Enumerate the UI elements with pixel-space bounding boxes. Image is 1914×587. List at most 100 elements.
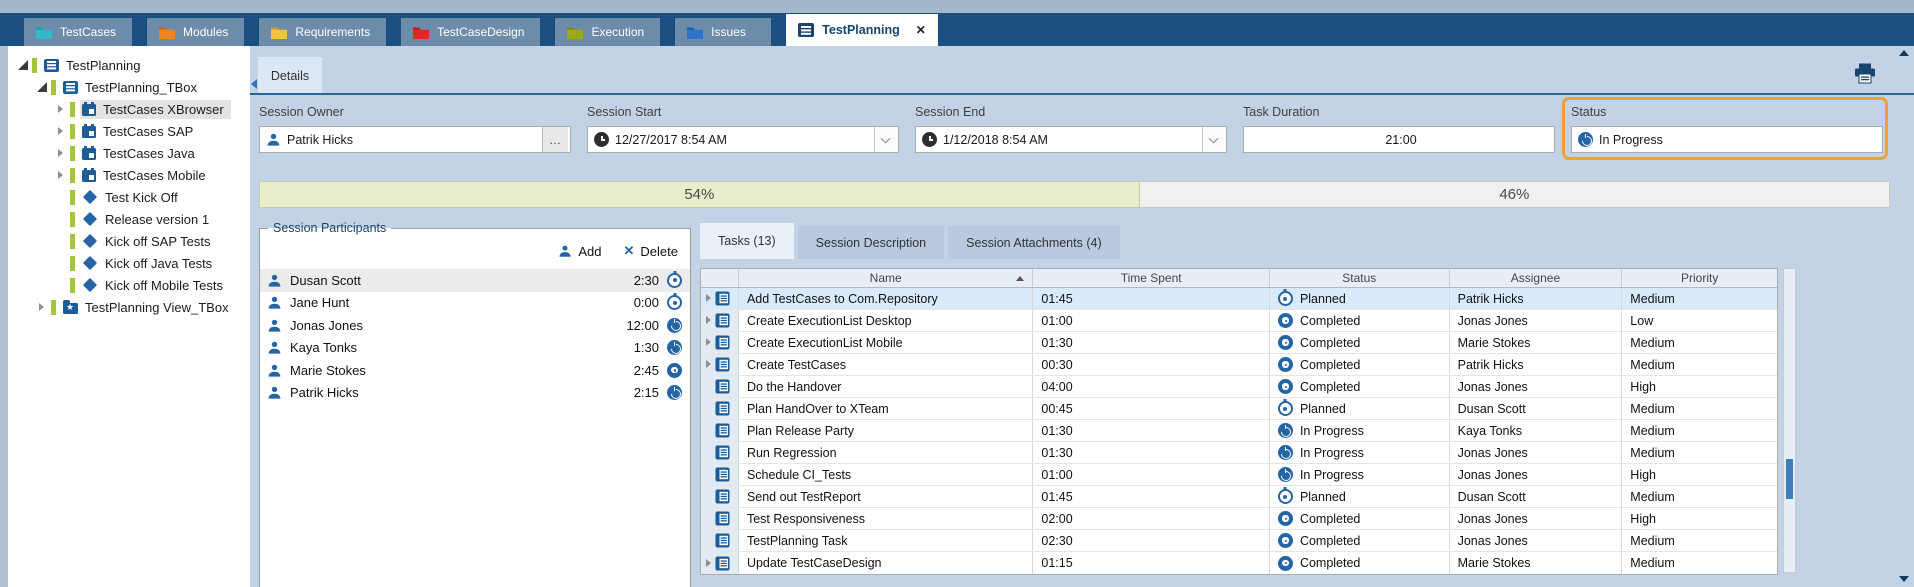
header-assignee[interactable]: Assignee	[1450, 269, 1623, 287]
tree-expand-icon[interactable]	[56, 148, 67, 159]
task-row[interactable]: Send out TestReport 01:45 Planned Dusan …	[701, 486, 1777, 508]
scroll-up-icon[interactable]	[1899, 50, 1909, 56]
row-expand-icon[interactable]	[704, 359, 713, 370]
session-owner-input[interactable]: Patrik Hicks …	[259, 126, 571, 153]
delete-participant-button[interactable]: ✕ Delete	[624, 243, 678, 259]
main-nav-tab[interactable]: Modules	[147, 18, 245, 46]
tree-item[interactable]: Test Kick Off	[56, 186, 250, 208]
task-duration-input[interactable]: 21:00	[1243, 126, 1555, 153]
main-nav-tab[interactable]: Requirements	[259, 18, 387, 46]
main-nav-tab[interactable]: Execution	[555, 18, 661, 46]
row-expand-icon[interactable]	[704, 337, 713, 348]
row-expand-icon[interactable]	[704, 315, 713, 326]
header-name[interactable]: Name	[739, 269, 1034, 287]
task-row[interactable]: Create ExecutionList Mobile 01:30 Comple…	[701, 332, 1777, 354]
status-input[interactable]: In Progress	[1571, 126, 1883, 153]
clock-icon	[594, 132, 609, 147]
task-time-cell: 01:00	[1033, 310, 1270, 331]
tasks-table-body: Add TestCases to Com.Repository 01:45 Pl…	[701, 288, 1778, 574]
add-participant-button[interactable]: Add	[558, 244, 602, 259]
scroll-down-icon[interactable]	[1899, 576, 1909, 582]
tab-details[interactable]: Details	[258, 57, 322, 94]
tree-item[interactable]: TestCases SAP	[56, 120, 250, 142]
row-expand-icon[interactable]	[704, 558, 713, 569]
header-status[interactable]: Status	[1270, 269, 1450, 287]
tree-item[interactable]: TestPlanning View_TBox	[37, 296, 250, 318]
task-icon	[715, 335, 730, 350]
task-row[interactable]: Add TestCases to Com.Repository 01:45 Pl…	[701, 288, 1778, 310]
printer-icon[interactable]	[1854, 63, 1878, 85]
tree-item[interactable]: Kick off Java Tests	[56, 252, 250, 274]
tasks-panel-tab[interactable]: Tasks (13)	[700, 223, 794, 259]
main-nav-tab[interactable]: Issues	[675, 18, 772, 46]
tree-expand-icon[interactable]	[37, 302, 48, 313]
task-priority-cell: Medium	[1630, 489, 1675, 504]
splitter-collapse-button[interactable]	[250, 76, 258, 94]
task-row[interactable]: Schedule CI_Tests 01:00 In Progress Jona…	[701, 464, 1777, 486]
task-name-cell: Send out TestReport	[739, 486, 1034, 507]
tree-expand-icon[interactable]	[56, 126, 67, 137]
tab-testplanning-active[interactable]: TestPlanning ✕	[786, 14, 938, 46]
participant-time: 12:00	[626, 317, 659, 333]
header-priority-label: Priority	[1680, 271, 1719, 285]
task-row[interactable]: Run Regression 01:30 In Progress Jonas J…	[701, 442, 1777, 464]
task-name-cell: Create ExecutionList Mobile	[739, 332, 1034, 353]
task-row[interactable]: Plan HandOver to XTeam 00:45 Planned Dus…	[701, 398, 1777, 420]
row-expand-icon[interactable]	[704, 293, 713, 304]
task-row[interactable]: Create ExecutionList Desktop 01:00 Compl…	[701, 310, 1777, 332]
task-row[interactable]: TestPlanning Task 02:30 Completed Jonas …	[701, 530, 1777, 552]
participant-row[interactable]: Kaya Tonks 1:30	[260, 337, 690, 360]
task-status-label: Completed	[1299, 533, 1361, 548]
tree-expand-icon[interactable]	[56, 104, 67, 115]
session-end-dropdown-icon[interactable]	[1202, 127, 1224, 152]
task-status-label: Completed	[1299, 335, 1361, 350]
main-nav-tab-label: Modules	[183, 25, 229, 39]
tree-item[interactable]: TestCases XBrowser	[56, 98, 250, 120]
tree-expand-icon[interactable]	[18, 59, 29, 71]
main-nav-tab[interactable]: TestCases	[24, 18, 133, 46]
status-inprogress-icon	[1578, 132, 1593, 147]
tree-expand-icon[interactable]	[37, 81, 48, 93]
participant-row[interactable]: Dusan Scott 2:30	[260, 269, 690, 292]
session-end-input[interactable]: 1/12/2018 8:54 AM	[915, 126, 1227, 153]
tasks-panel-tab-label: Tasks (13)	[718, 234, 776, 248]
tree-item[interactable]: Release version 1	[56, 208, 250, 230]
session-start-dropdown-icon[interactable]	[874, 127, 896, 152]
task-row[interactable]: Create TestCases 00:30 Completed Patrik …	[701, 354, 1777, 376]
task-assignee-cell: Patrik Hicks	[1449, 288, 1623, 309]
tasks-scrollbar-track[interactable]	[1783, 268, 1796, 573]
header-priority[interactable]: Priority	[1622, 269, 1777, 287]
tasks-panel-tab[interactable]: Session Attachments (4)	[948, 226, 1120, 259]
participant-row[interactable]: Jane Hunt 0:00	[260, 292, 690, 315]
tree-item[interactable]: Kick off Mobile Tests	[56, 274, 250, 296]
task-row[interactable]: Test Responsiveness 02:00 Completed Jona…	[701, 508, 1777, 530]
participant-row[interactable]: Jonas Jones 12:00	[260, 314, 690, 337]
task-name-cell: Create ExecutionList Desktop	[739, 310, 1034, 331]
tree-item[interactable]: TestPlanning	[18, 54, 250, 76]
tasks-panel-tab[interactable]: Session Description	[797, 226, 945, 259]
tree-item[interactable]: TestCases Java	[56, 142, 250, 164]
task-row[interactable]: Plan Release Party 01:30 In Progress Kay…	[701, 420, 1777, 442]
header-time-spent[interactable]: Time Spent	[1033, 269, 1270, 287]
main-nav-tab[interactable]: TestCaseDesign	[401, 18, 541, 46]
session-start-input[interactable]: 12/27/2017 8:54 AM	[587, 126, 899, 153]
task-row[interactable]: Do the Handover 04:00 Completed Jonas Jo…	[701, 376, 1777, 398]
participant-row[interactable]: Marie Stokes 2:45	[260, 359, 690, 382]
task-icon	[715, 445, 730, 460]
tree-item-label: TestPlanning_TBox	[85, 79, 198, 95]
owner-picker-button[interactable]: …	[542, 127, 568, 152]
tree-item[interactable]: Kick off SAP Tests	[56, 230, 250, 252]
tree-item[interactable]: TestPlanning_TBox	[37, 76, 250, 98]
tasks-scrollbar-thumb[interactable]	[1786, 459, 1793, 499]
participant-row[interactable]: Patrik Hicks 2:15	[260, 382, 690, 405]
task-status-icon	[1277, 379, 1293, 394]
tree-item[interactable]: TestCases Mobile	[56, 164, 250, 186]
task-row[interactable]: Update TestCaseDesign 01:15 Completed Ma…	[701, 552, 1777, 574]
tab-close-icon[interactable]: ✕	[915, 23, 926, 37]
task-time-cell: 01:30	[1033, 420, 1270, 441]
tree-expand-icon[interactable]	[56, 170, 67, 181]
task-status-cell: Completed	[1270, 332, 1450, 353]
task-duration-value: 21:00	[1385, 132, 1417, 147]
session-end-label: Session End	[915, 105, 986, 119]
task-icon	[715, 511, 730, 526]
